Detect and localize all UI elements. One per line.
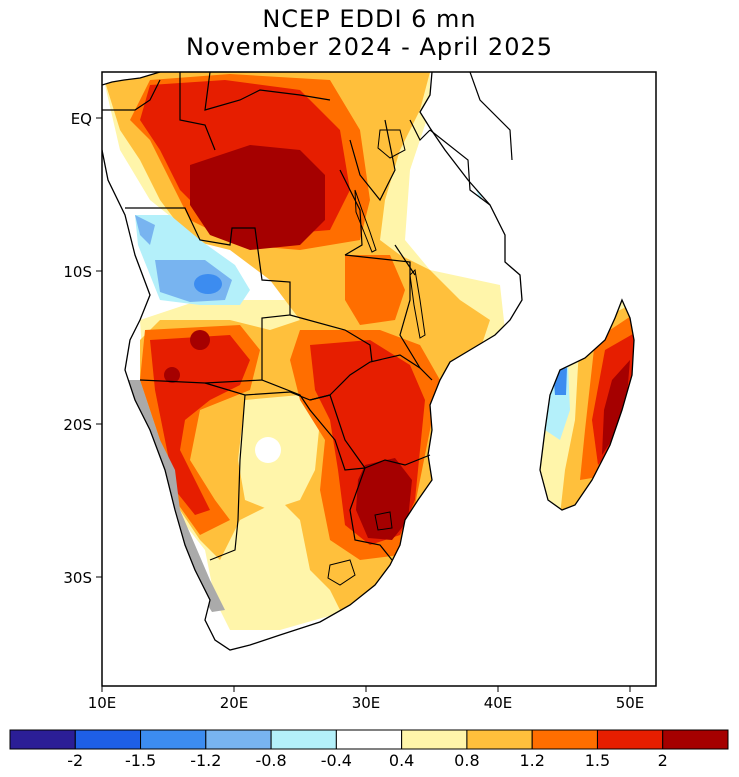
colorbar-swatch <box>401 729 468 750</box>
lon-label-30e: 30E <box>352 694 381 712</box>
colorbar-label: -0.8 <box>255 751 286 770</box>
colorbar-swatch <box>270 729 337 750</box>
map-title-line2: November 2024 - April 2025 <box>185 33 554 61</box>
lat-label-20s: 20S <box>63 416 92 434</box>
plot-frame <box>101 71 657 687</box>
colorbar-swatch <box>662 729 729 750</box>
colorbar-label: 2 <box>658 751 668 770</box>
lat-label-30s: 30S <box>63 569 92 587</box>
colorbar-swatch <box>9 729 76 750</box>
africa-eddi-field <box>102 72 522 650</box>
lat-label-eq: EQ <box>71 110 92 128</box>
colorbar-swatch <box>140 729 207 750</box>
colorbar-label: 0.4 <box>389 751 414 770</box>
lat-label-10s: 10S <box>63 263 92 281</box>
colorbar-swatch <box>335 729 403 750</box>
country-borders <box>102 72 513 561</box>
lon-label-10e: 10E <box>88 694 117 712</box>
map-title-line1: NCEP EDDI 6 mn <box>262 5 477 33</box>
colorbar-label: -1.2 <box>190 751 221 770</box>
colorbar-label: 1.2 <box>519 751 544 770</box>
colorbar-swatch <box>74 729 142 750</box>
colorbar-swatch <box>596 729 664 750</box>
colorbar-swatch <box>531 729 598 750</box>
colorbar-label: 1.5 <box>585 751 610 770</box>
colorbar-label: -0.4 <box>321 751 352 770</box>
colorbar: -2 -1.5 -1.2 -0.8 -0.4 0.4 0.8 1.2 1.5 2 <box>9 729 729 770</box>
colorbar-label: -1.5 <box>125 751 156 770</box>
africa-coastline <box>102 72 523 651</box>
lakes <box>327 129 426 586</box>
colorbar-swatch <box>466 729 533 750</box>
colorbar-label: -2 <box>67 751 83 770</box>
lon-label-40e: 40E <box>484 694 513 712</box>
madagascar-coastline <box>539 298 635 511</box>
lon-label-50e: 50E <box>616 694 645 712</box>
colorbar-label: 0.8 <box>454 751 479 770</box>
colorbar-swatch <box>205 729 272 750</box>
lon-label-20e: 20E <box>220 694 249 712</box>
